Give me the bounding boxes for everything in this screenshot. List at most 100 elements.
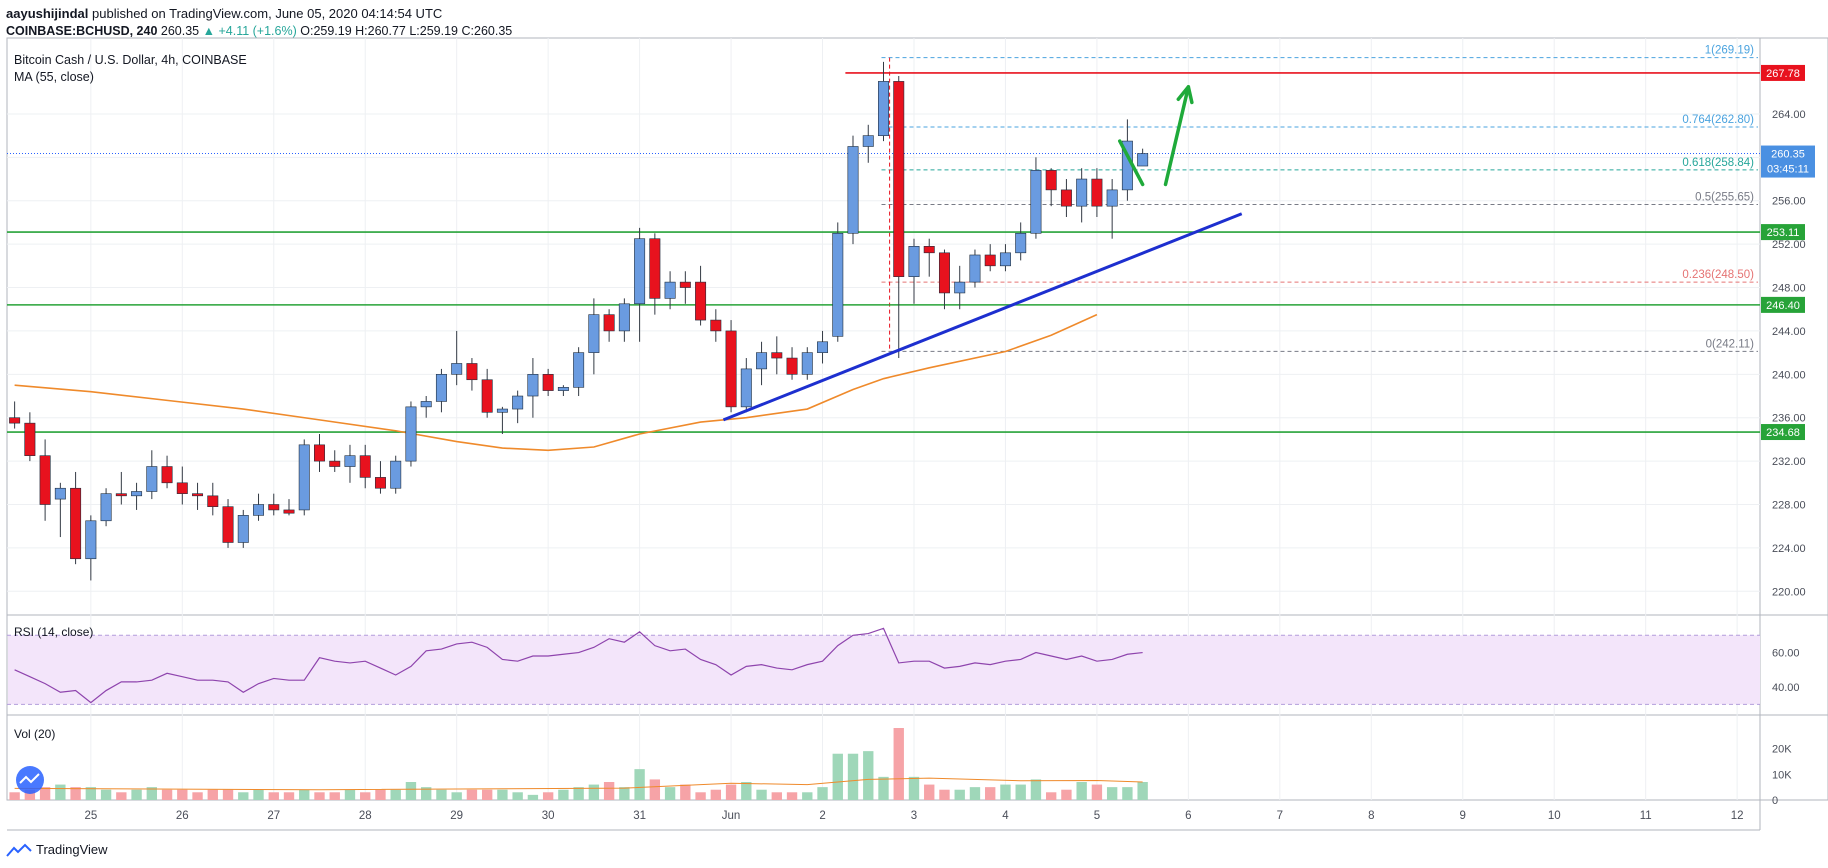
support-level-tag-label: 253.11 <box>1767 227 1800 239</box>
volume-bar-down <box>329 792 340 800</box>
candle-down <box>481 379 493 413</box>
volume-bar-up <box>847 753 859 800</box>
volume-bar-down <box>924 784 935 800</box>
fib-retracement: 1(269.19) 0.764(262.80) 0.618(258.84) 0.5(2… <box>881 45 1758 352</box>
candle-up <box>634 238 646 305</box>
candle-down <box>70 487 82 560</box>
candle-up <box>618 303 630 332</box>
candle-down <box>161 466 173 484</box>
volume-bar-down <box>893 728 904 800</box>
volume-bar-up <box>146 787 157 800</box>
candle-up <box>573 352 585 388</box>
candle-down <box>984 254 996 267</box>
volume-bar-up <box>436 789 447 800</box>
bullish-trendline <box>722 212 1243 422</box>
volume-bar-down <box>603 782 615 800</box>
time-tick-label: 3 <box>911 810 917 822</box>
time-tick-label: 30 <box>542 810 555 822</box>
candle-down <box>1060 189 1072 207</box>
candle-up <box>1076 178 1088 207</box>
price-tags: 260.35 03:45:11 <box>1761 145 1815 178</box>
candle-down <box>283 509 295 514</box>
volume-bar-down <box>786 792 798 800</box>
support-level-tag-label: 246.40 <box>1766 300 1800 312</box>
candle-up <box>878 81 889 136</box>
time-tick-label: 29 <box>450 810 463 822</box>
candle-up <box>237 515 249 543</box>
published-text: published on TradingView.com, June 05, 2… <box>92 6 443 21</box>
candle-up <box>451 363 463 375</box>
volume-bar-down <box>695 792 706 800</box>
bar-countdown-label: 03:45:11 <box>1767 164 1809 176</box>
candle-up <box>832 232 844 337</box>
volume-bar-up <box>664 787 676 800</box>
volume-bar-down <box>116 792 127 800</box>
volume-bar-down <box>680 784 691 800</box>
volume-bar-down <box>1045 792 1057 800</box>
price-tick-label: 220.00 <box>1772 586 1806 598</box>
arrow-head <box>1176 85 1194 105</box>
candle-down <box>1045 170 1057 191</box>
price-tick-label: 256.00 <box>1772 196 1806 208</box>
fib-level-label: 0(242.11) <box>1706 338 1755 350</box>
candle-up <box>862 135 874 147</box>
volume-bar-down <box>771 792 782 800</box>
volume-bar-up <box>863 751 874 800</box>
ohlc-values: O:259.19 H:260.77 L:259.19 C:260.35 <box>300 24 513 38</box>
volume-bar-down <box>481 789 493 800</box>
fib-level-label: 0.5(255.65) <box>1695 192 1754 204</box>
candle-up <box>54 487 66 500</box>
price-tick-label: 244.00 <box>1772 326 1806 338</box>
candle-up <box>435 374 447 402</box>
resistance-level-tag-label: 267.78 <box>1766 68 1800 80</box>
tradingview-footer: TradingView <box>6 842 108 857</box>
candle-up <box>146 466 158 492</box>
volume-bar-up <box>527 794 539 800</box>
price-tick-label: 264.00 <box>1772 109 1806 121</box>
price-change: ▲ +4.11 (+1.6%) <box>202 24 297 38</box>
price-tick-label: 236.00 <box>1772 413 1806 425</box>
candle-up <box>969 254 981 283</box>
time-tick-label: Jun <box>722 810 741 822</box>
price-tick-label: 232.00 <box>1772 456 1806 468</box>
volume-bar-up <box>100 789 112 800</box>
candle-down <box>192 493 204 497</box>
candle-down <box>115 493 127 497</box>
support-level-tag <box>1761 424 1805 441</box>
candle-up <box>954 281 966 294</box>
price-tick-label: 240.00 <box>1772 369 1806 381</box>
volume-bar-up <box>55 784 66 800</box>
author-name[interactable]: aayushijindal <box>6 6 89 21</box>
time-tick-label: 6 <box>1185 810 1191 822</box>
candle-up <box>756 352 768 370</box>
arrow-shaft <box>1118 139 1145 187</box>
volume-bar-down <box>466 789 478 800</box>
candle-up <box>817 341 829 353</box>
volume-bar-up <box>1137 782 1148 800</box>
volume-bar-up <box>390 789 401 800</box>
candle-down <box>207 495 219 507</box>
candle-up <box>801 352 813 375</box>
support-level-tag <box>1761 296 1805 313</box>
volume-bar-down <box>222 789 234 800</box>
volume-bar-down <box>1061 789 1072 800</box>
time-tick-label: 7 <box>1277 810 1283 822</box>
candle-down <box>771 352 783 359</box>
volume-bar-up <box>451 792 462 800</box>
rsi-line <box>14 627 1143 704</box>
time-tick-label: 31 <box>633 810 646 822</box>
rsi-tick-label: 40.00 <box>1772 682 1800 694</box>
candle-up <box>1137 153 1149 167</box>
candle-down <box>176 482 188 494</box>
candle-up <box>908 246 920 277</box>
volume-bar-down <box>39 787 51 800</box>
candle-down <box>268 504 280 511</box>
volume-tick-label: 20K <box>1772 744 1792 756</box>
volume-bar-down <box>207 789 218 800</box>
volume-bar-up <box>421 787 432 800</box>
volume-bar-up <box>131 789 142 800</box>
candle-down <box>710 319 722 332</box>
volume-bar-down <box>542 792 554 800</box>
volume-bar-up <box>1076 782 1087 800</box>
